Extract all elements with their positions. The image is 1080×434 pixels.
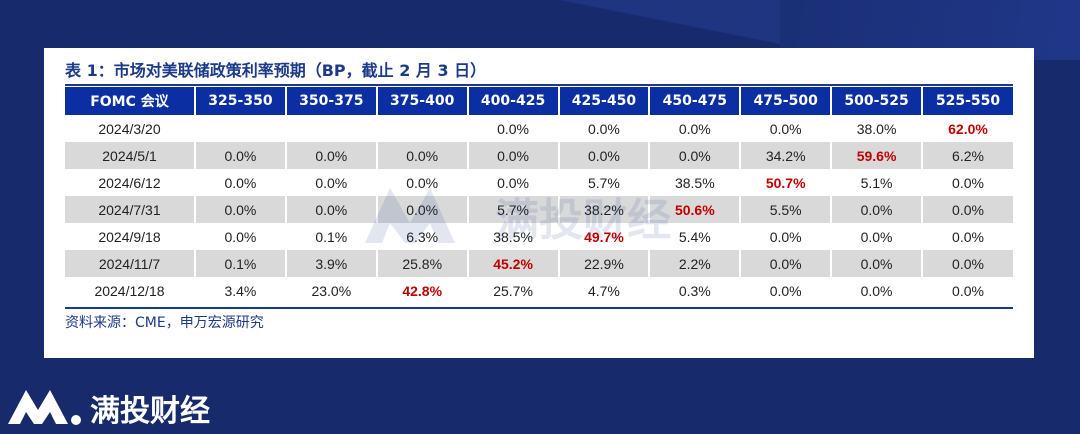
table-card: 表 1：市场对美联储政策利率预期（BP，截止 2 月 3 日） FOMC 会议 3… [44, 48, 1034, 358]
probability-cell: 5.1% [831, 169, 923, 196]
probability-cell: 0.0% [740, 115, 833, 142]
probability-cell: 0.0% [922, 223, 1013, 250]
probability-cell: 22.9% [558, 250, 651, 277]
probability-cell: 34.2% [740, 142, 833, 169]
header-row: FOMC 会议 325-350 350-375 375-400 400-425 425-4… [65, 87, 1013, 115]
header-rate-range: 325-350 [195, 87, 287, 115]
probability-cell: 50.6% [649, 196, 742, 223]
probability-cell: 0.0% [195, 142, 287, 169]
probability-cell: 42.8% [376, 277, 469, 304]
probability-cell: 0.0% [195, 223, 287, 250]
table-row: 2024/5/1 0.0% 0.0% 0.0% 0.0% 0.0% 0.0% 34.2% 59.… [65, 142, 1013, 169]
probability-cell [195, 115, 287, 142]
header-rate-range: 400-425 [467, 87, 560, 115]
probability-cell: 38.0% [831, 115, 923, 142]
probability-cell: 38.5% [467, 223, 560, 250]
table-body: 2024/3/20 0.0% 0.0% 0.0% 0.0% 38.0% 62.0% 2024/… [65, 115, 1013, 304]
probability-cell: 0.0% [831, 196, 923, 223]
meeting-date: 2024/11/7 [65, 250, 196, 277]
probability-cell: 0.0% [376, 196, 469, 223]
probability-cell: 0.0% [649, 115, 742, 142]
brand-name: 满投财经 [90, 394, 210, 429]
probability-cell: 49.7% [558, 223, 651, 250]
table-row: 2024/3/20 0.0% 0.0% 0.0% 0.0% 38.0% 62.0% [65, 115, 1013, 142]
header-rate-range: 350-375 [285, 87, 378, 115]
header-rate-range: 525-550 [922, 87, 1013, 115]
probability-cell: 23.0% [285, 277, 378, 304]
probability-cell: 0.0% [922, 250, 1013, 277]
meeting-date: 2024/7/31 [65, 196, 196, 223]
probability-cell: 5.7% [558, 169, 651, 196]
probability-cell: 3.4% [195, 277, 287, 304]
probability-cell: 38.5% [649, 169, 742, 196]
probability-cell: 0.0% [740, 223, 833, 250]
table-row: 2024/9/18 0.0% 0.1% 6.3% 38.5% 49.7% 5.4% 0.0% 0… [65, 223, 1013, 250]
probability-cell: 0.0% [467, 115, 560, 142]
table-row: 2024/11/7 0.1% 3.9% 25.8% 45.2% 22.9% 2.2% 0.0%… [65, 250, 1013, 277]
probability-cell: 0.0% [740, 277, 833, 304]
probability-cell: 0.0% [740, 250, 833, 277]
header-rate-range: 500-525 [831, 87, 923, 115]
meeting-date: 2024/9/18 [65, 223, 196, 250]
probability-cell: 0.0% [376, 142, 469, 169]
probability-cell: 5.4% [649, 223, 742, 250]
probability-cell: 0.1% [195, 250, 287, 277]
probability-cell [376, 115, 469, 142]
probability-cell: 0.0% [195, 196, 287, 223]
header-rate-range: 375-400 [376, 87, 469, 115]
probability-cell: 0.0% [831, 223, 923, 250]
probability-cell: 0.0% [467, 169, 560, 196]
probability-cell: 6.2% [922, 142, 1013, 169]
probability-cell: 5.7% [467, 196, 560, 223]
header-rate-range: 475-500 [740, 87, 833, 115]
probability-cell: 0.0% [922, 196, 1013, 223]
probability-cell [285, 115, 378, 142]
table-row: 2024/7/31 0.0% 0.0% 0.0% 5.7% 38.2% 50.6% 5.5% 0… [65, 196, 1013, 223]
probability-cell: 0.0% [831, 277, 923, 304]
probability-cell: 0.0% [285, 142, 378, 169]
probability-cell: 62.0% [922, 115, 1013, 142]
table-row: 2024/12/18 3.4% 23.0% 42.8% 25.7% 4.7% 0.3% 0.0… [65, 277, 1013, 304]
probability-cell: 25.8% [376, 250, 469, 277]
rate-expectation-table: FOMC 会议 325-350 350-375 375-400 400-425 425-4… [65, 87, 1013, 304]
meeting-date: 2024/6/12 [65, 169, 196, 196]
probability-cell: 25.7% [467, 277, 560, 304]
probability-cell: 59.6% [831, 142, 923, 169]
bottom-divider [65, 307, 1013, 309]
table-row: 2024/6/12 0.0% 0.0% 0.0% 0.0% 5.7% 38.5% 50.7% 5… [65, 169, 1013, 196]
probability-cell: 0.0% [922, 169, 1013, 196]
probability-cell: 0.0% [285, 169, 378, 196]
probability-cell: 0.1% [285, 223, 378, 250]
probability-cell: 0.0% [558, 115, 651, 142]
brand-logo: 满投财经 [6, 384, 246, 429]
header-rate-range: 425-450 [558, 87, 651, 115]
meeting-date: 2024/5/1 [65, 142, 196, 169]
probability-cell: 0.0% [649, 142, 742, 169]
probability-cell: 0.0% [922, 277, 1013, 304]
brand-mark-icon [8, 390, 81, 425]
probability-cell: 3.9% [285, 250, 378, 277]
table-container: 表 1：市场对美联储政策利率预期（BP，截止 2 月 3 日） FOMC 会议 3… [65, 58, 1013, 333]
probability-cell: 0.0% [467, 142, 560, 169]
table-title: 表 1：市场对美联储政策利率预期（BP，截止 2 月 3 日） [65, 58, 1013, 86]
probability-cell: 0.0% [831, 250, 923, 277]
source-note: 资料来源：CME，申万宏源研究 [65, 315, 264, 331]
probability-cell: 6.3% [376, 223, 469, 250]
header-rate-range: 450-475 [649, 87, 742, 115]
meeting-date: 2024/3/20 [65, 115, 196, 142]
probability-cell: 0.3% [649, 277, 742, 304]
meeting-date: 2024/12/18 [65, 277, 196, 304]
probability-cell: 2.2% [649, 250, 742, 277]
probability-cell: 0.0% [195, 169, 287, 196]
probability-cell: 0.0% [376, 169, 469, 196]
probability-cell: 38.2% [558, 196, 651, 223]
probability-cell: 50.7% [740, 169, 833, 196]
probability-cell: 4.7% [558, 277, 651, 304]
header-fomc-meeting: FOMC 会议 [65, 87, 196, 115]
probability-cell: 0.0% [285, 196, 378, 223]
probability-cell: 45.2% [467, 250, 560, 277]
probability-cell: 0.0% [558, 142, 651, 169]
probability-cell: 5.5% [740, 196, 833, 223]
